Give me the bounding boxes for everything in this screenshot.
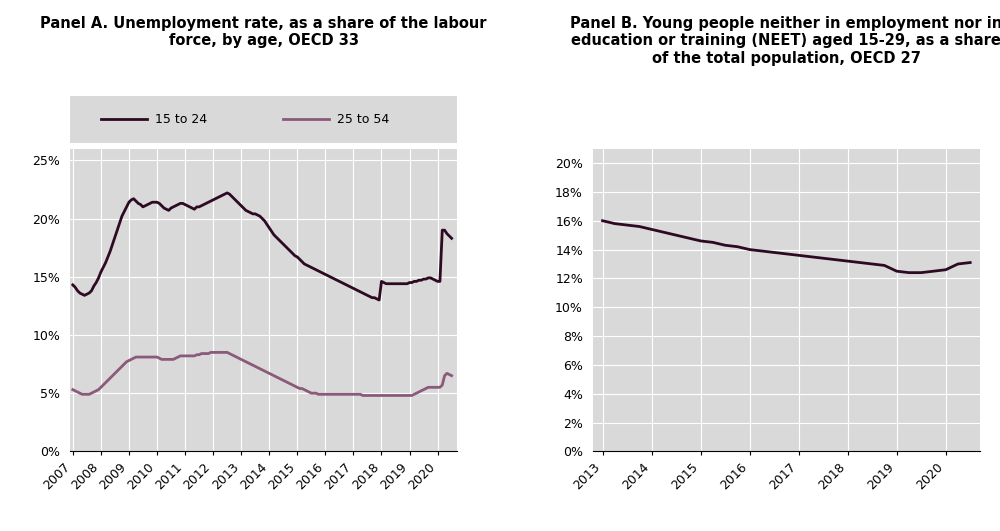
Text: Panel B. Young people neither in employment nor in
education or training (NEET) : Panel B. Young people neither in employm… bbox=[570, 16, 1000, 66]
Text: 25 to 54: 25 to 54 bbox=[337, 113, 389, 126]
Text: Panel A. Unemployment rate, as a share of the labour
force, by age, OECD 33: Panel A. Unemployment rate, as a share o… bbox=[40, 16, 487, 48]
Text: 15 to 24: 15 to 24 bbox=[155, 113, 207, 126]
